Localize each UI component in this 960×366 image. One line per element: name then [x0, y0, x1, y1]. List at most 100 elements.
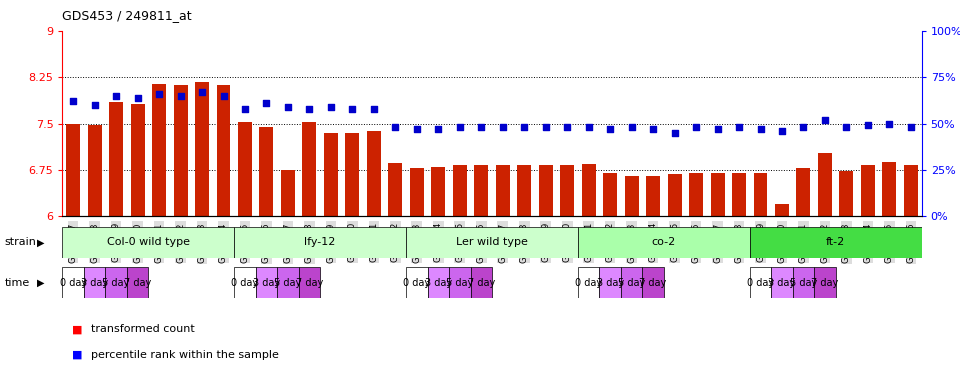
Point	[130, 95, 145, 101]
Text: 5 day: 5 day	[790, 278, 817, 288]
Bar	[642, 267, 664, 298]
Text: lfy-12: lfy-12	[304, 238, 336, 247]
Text: 3 day: 3 day	[596, 278, 624, 288]
Point	[667, 130, 683, 136]
Point	[452, 124, 468, 130]
Point	[259, 100, 275, 106]
Point	[624, 124, 639, 130]
Point	[688, 124, 704, 130]
Point	[216, 93, 231, 99]
Bar	[495, 165, 510, 216]
Text: 3 day: 3 day	[424, 278, 452, 288]
Text: ft-2: ft-2	[826, 238, 846, 247]
Bar	[367, 131, 381, 216]
Text: 7 day: 7 day	[468, 278, 495, 288]
Text: 5 day: 5 day	[618, 278, 645, 288]
Point	[65, 98, 81, 104]
Bar	[62, 227, 234, 258]
Text: 0 day: 0 day	[403, 278, 430, 288]
Text: 5 day: 5 day	[446, 278, 473, 288]
Bar	[578, 267, 599, 298]
Text: ■: ■	[72, 350, 83, 360]
Point	[581, 124, 596, 130]
Bar	[750, 227, 922, 258]
Bar	[277, 267, 299, 298]
Point	[108, 93, 124, 99]
Bar	[302, 122, 317, 216]
Point	[431, 126, 446, 132]
Bar	[797, 168, 810, 216]
Bar	[646, 176, 660, 216]
Point	[709, 126, 725, 132]
Bar	[689, 173, 703, 216]
Bar	[234, 227, 406, 258]
Bar	[667, 174, 682, 216]
Bar	[234, 267, 255, 298]
Text: time: time	[5, 278, 30, 288]
Point	[903, 124, 919, 130]
Point	[860, 123, 876, 128]
Point	[839, 124, 854, 130]
Bar	[754, 173, 767, 216]
Bar	[582, 164, 595, 216]
Bar	[431, 167, 445, 216]
Text: ■: ■	[72, 324, 83, 335]
Text: co-2: co-2	[652, 238, 676, 247]
Point	[732, 124, 747, 130]
Point	[152, 91, 167, 97]
Point	[560, 124, 575, 130]
Text: ▶: ▶	[36, 278, 44, 288]
Point	[603, 126, 618, 132]
Text: 5 day: 5 day	[275, 278, 301, 288]
Bar	[259, 127, 274, 216]
Text: 7 day: 7 day	[811, 278, 839, 288]
Point	[280, 104, 296, 110]
Text: 7 day: 7 day	[296, 278, 324, 288]
Point	[473, 124, 489, 130]
Text: 3 day: 3 day	[252, 278, 280, 288]
Bar	[255, 267, 277, 298]
Point	[538, 124, 553, 130]
Point	[409, 126, 424, 132]
Text: percentile rank within the sample: percentile rank within the sample	[91, 350, 279, 360]
Bar	[904, 165, 918, 216]
Bar	[62, 267, 84, 298]
Bar	[406, 227, 578, 258]
Bar	[561, 165, 574, 216]
Bar	[474, 165, 489, 216]
Bar	[66, 124, 80, 216]
Bar	[389, 163, 402, 216]
Point	[495, 124, 511, 130]
Point	[237, 106, 252, 112]
Bar	[127, 267, 148, 298]
Point	[645, 126, 660, 132]
Point	[173, 93, 188, 99]
Bar	[625, 176, 638, 216]
Point	[301, 106, 317, 112]
Bar	[599, 267, 621, 298]
Text: 3 day: 3 day	[768, 278, 796, 288]
Point	[194, 89, 209, 95]
Text: 7 day: 7 day	[124, 278, 152, 288]
Bar	[775, 203, 789, 216]
Bar	[771, 267, 793, 298]
Text: ▶: ▶	[36, 238, 44, 247]
Text: transformed count: transformed count	[91, 324, 195, 335]
Bar	[406, 267, 427, 298]
Bar	[87, 126, 102, 216]
Bar	[174, 85, 187, 216]
Bar	[427, 267, 449, 298]
Bar	[750, 267, 771, 298]
Point	[775, 128, 790, 134]
Bar	[410, 168, 423, 216]
Point	[881, 121, 897, 127]
Point	[87, 102, 103, 108]
Text: Ler wild type: Ler wild type	[456, 238, 528, 247]
Point	[388, 124, 403, 130]
Bar	[861, 165, 875, 216]
Bar	[217, 85, 230, 216]
Bar	[84, 267, 106, 298]
Bar	[238, 122, 252, 216]
Point	[345, 106, 360, 112]
Point	[516, 124, 532, 130]
